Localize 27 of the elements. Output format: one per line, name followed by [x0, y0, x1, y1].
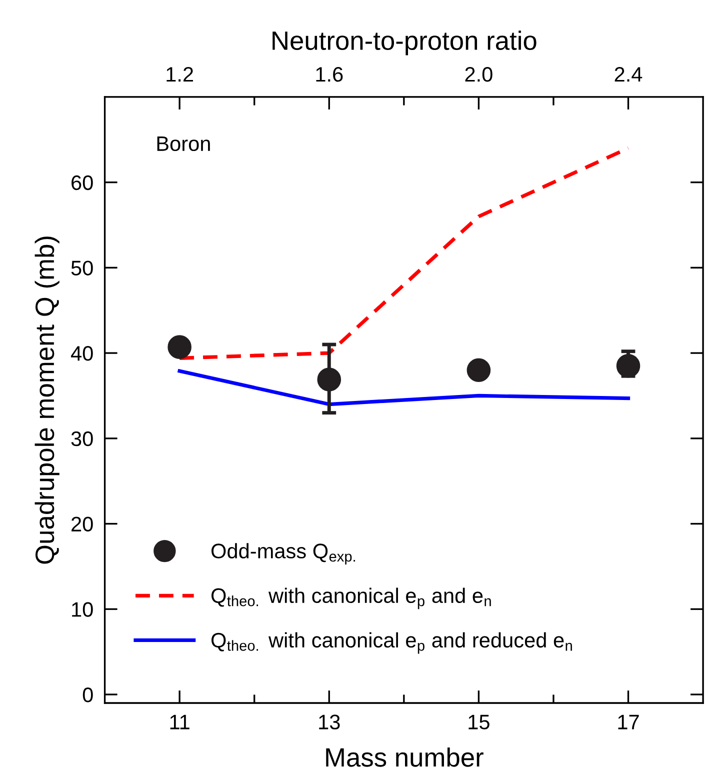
x2-tick-label: 2.0: [465, 66, 492, 82]
x2-tick-label: 2.4: [614, 66, 642, 82]
x-tick-label: 11: [170, 714, 190, 730]
point: [317, 368, 342, 392]
annotation: Boron: [157, 136, 210, 152]
x2-axis-title: Neutron-to-proton ratio: [272, 30, 536, 56]
x-tick-label: 17: [618, 714, 639, 730]
y-tick-label: 20: [72, 516, 93, 532]
point: [466, 358, 491, 382]
y-tick-label: 40: [70, 346, 93, 361]
x-tick-label: 15: [468, 714, 490, 730]
legend-label: Q$_{theo.}$ with canonical e$_{p}$ and e$_{n}$: [211, 588, 491, 610]
y-tick-label: 30: [71, 431, 93, 446]
point: [168, 335, 192, 359]
y-tick-label: 0: [82, 687, 93, 702]
x-tick-label: 13: [319, 714, 340, 730]
y-tick-label: 60: [72, 175, 93, 190]
y-tick-label: 50: [71, 260, 93, 276]
y-axis-title: Quadrupole moment Q (mb): [34, 236, 60, 564]
x2-tick-label: 1.2: [166, 66, 193, 82]
x2-tick-label: 1.6: [316, 66, 343, 82]
legend-label: Q$_{theo.}$ with canonical e$_{p}$ and reduced e$_{n}$: [211, 632, 572, 654]
point: [616, 354, 640, 378]
legend-label: Odd-mass Q$_{exp.}$: [211, 543, 356, 565]
line-series: [178, 369, 630, 406]
x-axis-title: Mass number: [326, 747, 484, 767]
y-tick-label: 10: [72, 602, 93, 617]
